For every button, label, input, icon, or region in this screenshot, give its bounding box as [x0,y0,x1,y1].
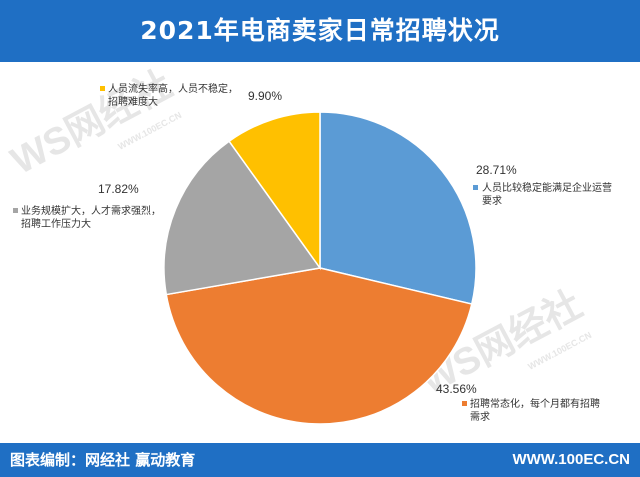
footer-site-link[interactable]: WWW.100EC.CN [512,451,630,468]
pie-chart: WS网经社 WWW.100EC.CN WS网经社 WWW.100EC.CN 28… [5,64,612,425]
slice-1-label: 人员比较稳定能满足企业运营 要求 [473,181,612,207]
page-title: 2021年电商卖家日常招聘状况 [140,16,500,45]
pie-slice-2 [165,267,473,425]
slice-4-label-line-1: 人员流失率高，人员不稳定， [108,82,238,95]
pie-slices [163,111,477,425]
slice-1-swatch [473,185,478,190]
slice-2-label-line-2: 需求 [470,411,490,423]
slice-3-label: 业务规模扩大，人才需求强烈， 招聘工作压力大 [13,204,161,230]
footer-bar: 图表编制：网经社 赢动教育 WWW.100EC.CN [0,443,640,477]
slice-3-label-line-2: 招聘工作压力大 [21,217,91,230]
slice-3-label-line-1: 业务规模扩大，人才需求强烈， [21,204,161,217]
pie-slice-1 [319,111,477,305]
watermark-top: WS网经社 WWW.100EC.CN [5,64,184,183]
slice-4-label-line-2: 招聘难度大 [108,95,158,108]
slice-1-pct: 28.71% [476,163,517,177]
slice-2-label-line-1: 招聘常态化，每个月都有招聘 [470,397,600,410]
slice-3-pct: 17.82% [98,182,139,196]
pie-slice-3 [163,140,322,296]
slice-4-label: 人员流失率高，人员不稳定， 招聘难度大 [100,82,238,108]
slice-1-label-line-2: 要求 [482,195,502,207]
header-bar [0,0,640,62]
slice-2-swatch [462,401,467,406]
slice-2-label: 招聘常态化，每个月都有招聘 需求 [462,397,600,423]
slice-3-swatch [13,208,18,213]
footer-credit: 图表编制：网经社 赢动教育 [10,451,196,469]
pie-slice-4 [228,111,321,271]
slice-4-pct: 9.90% [248,89,282,103]
slice-1-label-line-1: 人员比较稳定能满足企业运营 [482,181,612,194]
slice-4-swatch [100,86,105,91]
slice-2-pct: 43.56% [436,382,477,396]
